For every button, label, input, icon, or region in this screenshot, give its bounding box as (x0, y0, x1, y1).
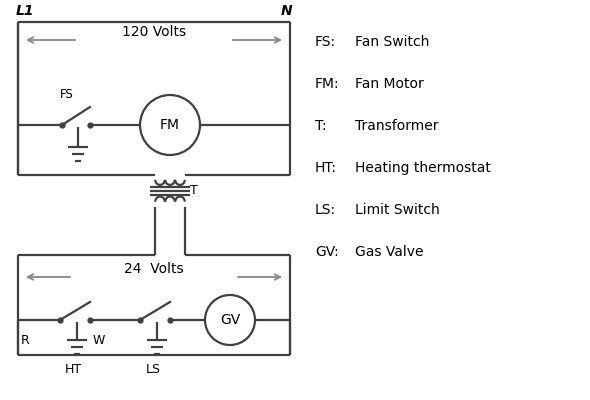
Text: Transformer: Transformer (355, 119, 438, 133)
Text: HT: HT (64, 363, 81, 376)
Text: Heating thermostat: Heating thermostat (355, 161, 491, 175)
Text: FS:: FS: (315, 35, 336, 49)
Text: N: N (280, 4, 292, 18)
Text: FS: FS (60, 88, 74, 101)
Text: Fan Switch: Fan Switch (355, 35, 430, 49)
Text: Gas Valve: Gas Valve (355, 245, 424, 259)
Text: L1: L1 (16, 4, 34, 18)
Text: Fan Motor: Fan Motor (355, 77, 424, 91)
Text: Limit Switch: Limit Switch (355, 203, 440, 217)
Text: 120 Volts: 120 Volts (122, 25, 186, 39)
Text: HT:: HT: (315, 161, 337, 175)
Text: T: T (190, 184, 198, 197)
Text: LS:: LS: (315, 203, 336, 217)
Text: R: R (21, 334, 30, 347)
Text: 24  Volts: 24 Volts (124, 262, 184, 276)
Text: FM:: FM: (315, 77, 340, 91)
Text: GV:: GV: (315, 245, 339, 259)
Text: LS: LS (146, 363, 160, 376)
Text: T:: T: (315, 119, 327, 133)
Text: GV: GV (220, 313, 240, 327)
Text: W: W (93, 334, 106, 347)
Text: FM: FM (160, 118, 180, 132)
